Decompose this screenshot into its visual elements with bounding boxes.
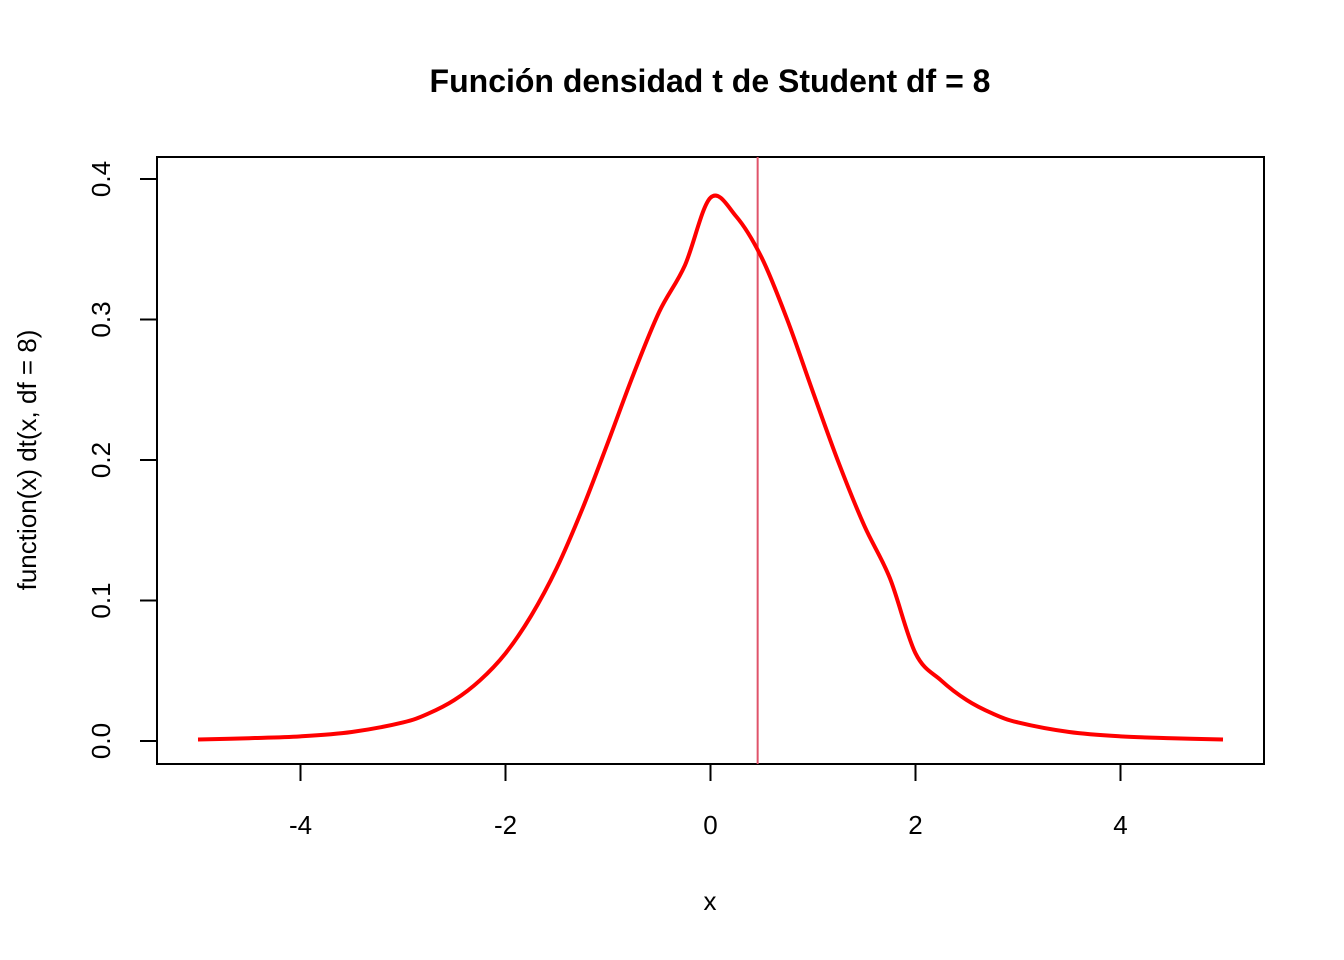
y-axis: 0.0 0.1 0.2 0.3 0.4 [86, 161, 158, 759]
y-tick-label: 0.2 [86, 442, 116, 478]
y-tick-label: 0.3 [86, 301, 116, 337]
chart-title: Función densidad t de Student df = 8 [430, 63, 991, 99]
y-axis-label: function(x) dt(x, df = 8) [12, 330, 42, 591]
plot-frame [156, 156, 1265, 765]
density-curve [197, 193, 1224, 742]
x-tick-label: 0 [703, 810, 717, 840]
x-tick-label: 2 [908, 810, 922, 840]
y-tick-label: 0.1 [86, 582, 116, 618]
x-tick-label: -4 [289, 810, 312, 840]
x-tick-label: -2 [494, 810, 517, 840]
x-axis-label: x [704, 886, 717, 916]
x-tick-label: 4 [1113, 810, 1127, 840]
y-tick-label: 0.4 [86, 161, 116, 197]
x-axis: -4 -2 0 2 4 [289, 763, 1128, 840]
y-tick-label: 0.0 [86, 723, 116, 759]
